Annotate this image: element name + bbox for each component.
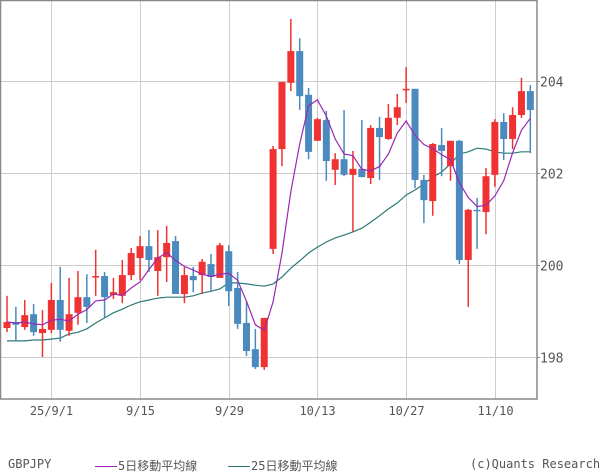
x-tick-label: 9/15 xyxy=(126,404,155,418)
candle-body-down xyxy=(376,127,384,138)
candlestick-chart: 198 200 202 204 25/9/1 9/15 9/29 10/13 10/27 11/1… xyxy=(0,0,564,418)
candle-body-up xyxy=(127,253,135,276)
y-tick-label: 198 xyxy=(540,352,563,367)
x-tick-label: 11/10 xyxy=(477,404,513,418)
candle-body-up xyxy=(287,51,295,83)
candle-body-down xyxy=(438,144,446,151)
candle-body-up xyxy=(136,246,144,259)
candle-body-down xyxy=(225,251,233,292)
candle-body-up xyxy=(65,314,73,331)
candle-body-up xyxy=(38,328,46,334)
candle-body-down xyxy=(207,264,215,277)
candle-body-down xyxy=(30,314,38,333)
ma25-line-swatch xyxy=(228,466,250,467)
candle-body-down xyxy=(83,297,91,307)
candle-body-up xyxy=(447,140,454,167)
candle-body-down xyxy=(455,140,463,260)
candle-body-up xyxy=(482,176,490,213)
candle-body-up xyxy=(163,242,171,258)
candle-body-up xyxy=(74,297,82,313)
candle-body-up xyxy=(402,88,410,91)
legend-ma25: 25日移動平均線 xyxy=(228,457,337,474)
candle-body-down xyxy=(101,276,109,298)
x-tick-label: 10/13 xyxy=(299,404,335,418)
candle-body-up xyxy=(384,117,392,139)
candle-body-up xyxy=(491,121,499,175)
candle-body-down xyxy=(56,299,64,330)
candle-body-up xyxy=(278,81,286,150)
x-tick-label: 10/27 xyxy=(388,404,424,418)
candle-body-up xyxy=(3,322,11,329)
candle-body-up xyxy=(313,119,321,141)
candle-body-up xyxy=(331,159,339,170)
candle-body-up xyxy=(464,209,472,260)
legend-ma5: 5日移動平均線 xyxy=(95,457,197,474)
y-tick-label: 202 xyxy=(540,168,563,183)
ma25-line xyxy=(7,147,531,342)
candle-body-up xyxy=(269,149,277,249)
y-tick-label: 200 xyxy=(540,260,563,275)
candle-body-down xyxy=(420,179,428,201)
candle-body-down xyxy=(473,209,481,212)
candle-body-down xyxy=(172,241,180,294)
candle-body-down xyxy=(526,91,534,110)
legend-symbol: GBPJPY xyxy=(8,457,52,471)
candle-body-up xyxy=(349,168,357,175)
candle-body-up xyxy=(118,275,126,296)
x-tick-label: 25/9/1 xyxy=(30,404,73,418)
ma5-line xyxy=(6,99,531,332)
candle-body-down xyxy=(305,94,313,152)
candle-body-down xyxy=(358,168,366,178)
candle-body-up xyxy=(260,317,268,368)
ma5-line-swatch xyxy=(95,466,117,467)
candle-body-down xyxy=(189,276,197,281)
candle-body-up xyxy=(517,91,525,116)
candle-body-up xyxy=(154,257,162,271)
candle-body-down xyxy=(500,121,508,139)
candle-body-up xyxy=(429,144,437,202)
candle-body-down xyxy=(242,322,250,352)
candle-body-down xyxy=(145,246,153,260)
legend-ma25-label: 25日移動平均線 xyxy=(251,459,338,473)
candle-body-up xyxy=(216,245,224,278)
candle-body-down xyxy=(322,120,330,162)
candle-body-up xyxy=(198,261,206,276)
x-tick-label: 9/29 xyxy=(215,404,244,418)
candle-body-up xyxy=(21,315,29,328)
legend-ma5-label: 5日移動平均線 xyxy=(118,459,198,473)
candle-body-up xyxy=(367,127,375,179)
candle-body-down xyxy=(340,159,348,175)
plot-frame xyxy=(0,0,538,400)
candle-body-down xyxy=(251,349,259,368)
candle-body-up xyxy=(509,115,517,139)
candle-body-up xyxy=(47,299,55,330)
candle-body-up xyxy=(180,275,188,294)
candle-body-down xyxy=(234,288,242,324)
candle-body-down xyxy=(296,51,304,97)
y-tick-label: 204 xyxy=(540,76,564,91)
candle-body-up xyxy=(92,276,100,278)
candle-body-up xyxy=(393,107,401,118)
credit-text: (c)Quants Research xyxy=(470,457,600,471)
